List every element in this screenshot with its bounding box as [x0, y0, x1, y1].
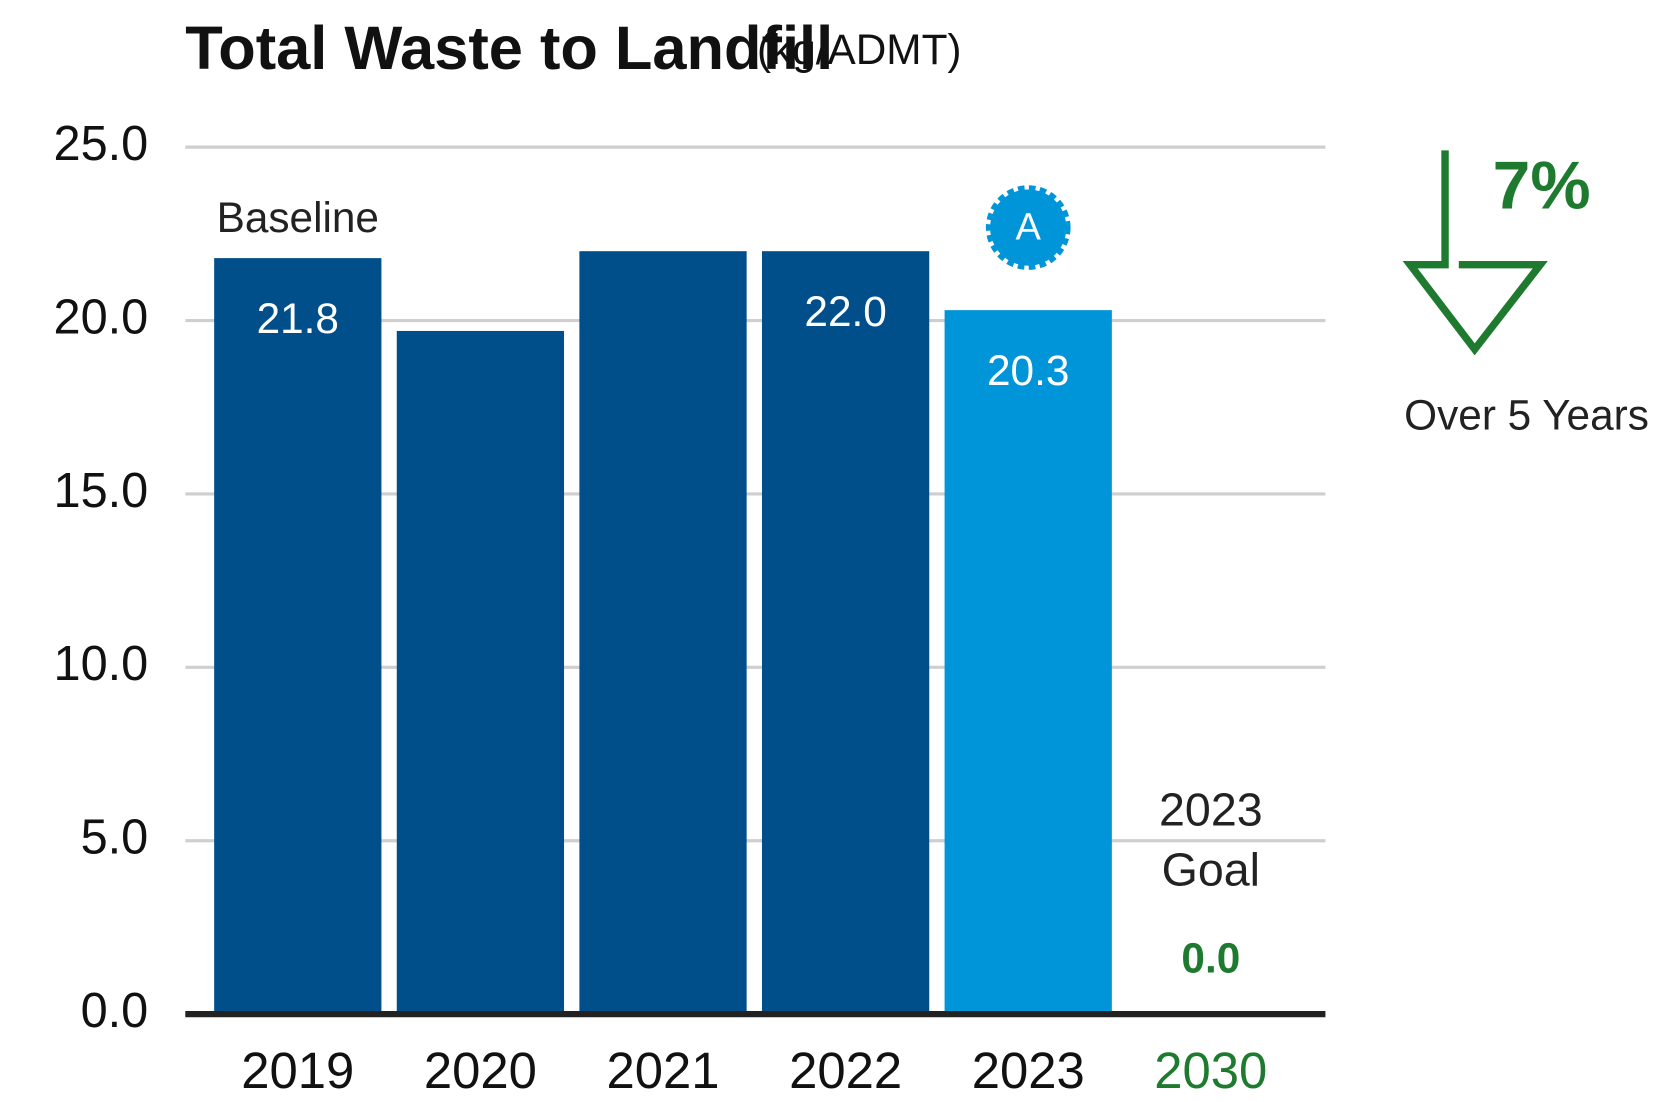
bar — [944, 310, 1112, 1015]
value-label: 22.0 — [804, 288, 886, 335]
badge-label: A — [1016, 207, 1042, 249]
bar — [761, 251, 930, 1015]
x-tick-label: 2021 — [606, 1042, 719, 1099]
x-tick-label: 2020 — [424, 1042, 537, 1099]
value-label: 21.8 — [257, 295, 339, 342]
bar — [214, 258, 382, 1015]
badge — [985, 185, 1071, 270]
y-tick-label: 10.0 — [53, 637, 148, 691]
y-tick-label: 20.0 — [53, 290, 148, 344]
bar — [396, 330, 565, 1015]
x-tick-label: 2022 — [789, 1042, 902, 1099]
y-tick-label: 15.0 — [53, 464, 148, 518]
change-note: Over 5 Years — [1404, 391, 1649, 438]
x-tick-label: 2030 — [1154, 1042, 1267, 1099]
y-tick-label: 25.0 — [53, 117, 148, 171]
y-tick-label: 0.0 — [81, 984, 149, 1038]
value-label: 0.0 — [1181, 934, 1240, 981]
chart-units: (kg/ADMT) — [757, 26, 962, 73]
x-tick-label: 2023 — [972, 1042, 1085, 1099]
goal-label: 2023 — [1159, 783, 1263, 835]
down-arrow — [1402, 150, 1548, 356]
x-tick-label: 2019 — [241, 1042, 354, 1099]
change-value: 7% — [1493, 148, 1591, 223]
goal-label: Goal — [1162, 844, 1260, 896]
chart-title: Total Waste to Landfill — [185, 14, 833, 83]
value-label: 20.3 — [987, 347, 1069, 394]
bar — [579, 251, 747, 1015]
baseline-label: Baseline — [217, 194, 379, 241]
y-tick-label: 5.0 — [81, 811, 149, 865]
